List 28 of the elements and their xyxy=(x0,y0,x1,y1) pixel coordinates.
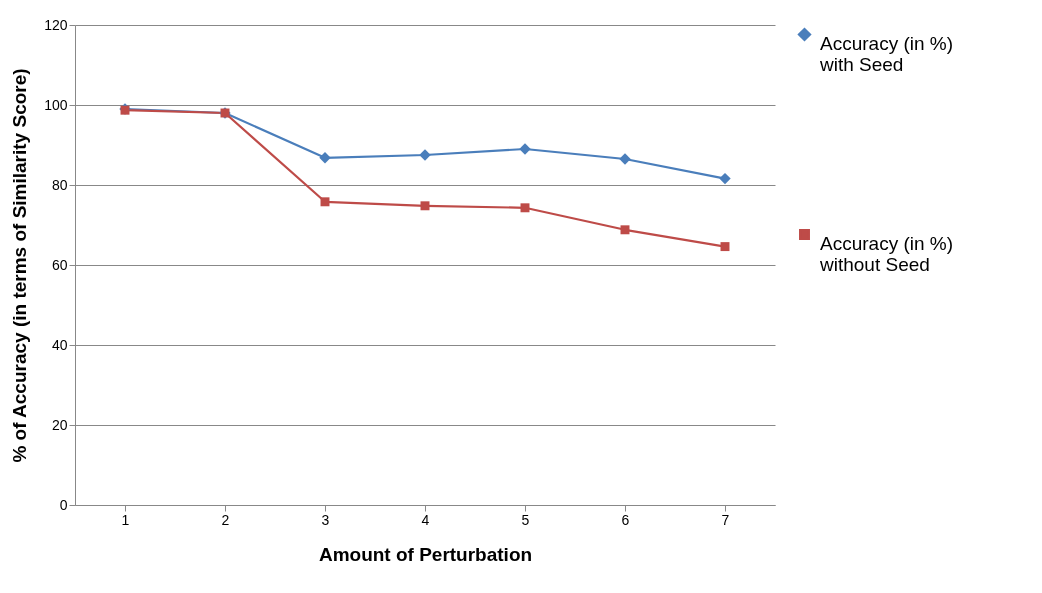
y-tick-label: 40 xyxy=(51,336,68,353)
x-tick-label: 1 xyxy=(121,511,130,528)
x-axis-title: Amount of Perturbation xyxy=(318,543,533,565)
point xyxy=(619,153,631,165)
point xyxy=(719,172,731,185)
x-tick-label: 2 xyxy=(221,511,230,528)
y-tick-label: 0 xyxy=(59,496,68,513)
y-tick-label: 120 xyxy=(44,16,68,33)
x-tick-label: 6 xyxy=(621,511,630,528)
point xyxy=(519,143,531,155)
point xyxy=(319,152,331,164)
x-tick-label: 4 xyxy=(421,511,430,528)
point xyxy=(520,203,530,213)
point xyxy=(419,149,431,161)
legend-label: Accuracy (in %) without Seed xyxy=(819,232,954,275)
y-tick-label: 20 xyxy=(51,416,68,433)
legend-label: Accuracy (in %) with Seed xyxy=(819,32,954,75)
y-tick-label: 60 xyxy=(51,256,68,273)
y-axis-title: % of Accuracy (in terms of Similarity Score) xyxy=(9,68,31,463)
point xyxy=(620,225,630,235)
x-tick-label: 5 xyxy=(521,511,530,528)
x-tick-label: 7 xyxy=(721,511,730,528)
y-tick-label: 100 xyxy=(44,96,68,113)
x-tick-label: 3 xyxy=(321,511,330,528)
point xyxy=(320,197,330,207)
y-tick-label: 80 xyxy=(51,176,68,193)
point xyxy=(720,242,730,252)
point xyxy=(420,201,430,211)
